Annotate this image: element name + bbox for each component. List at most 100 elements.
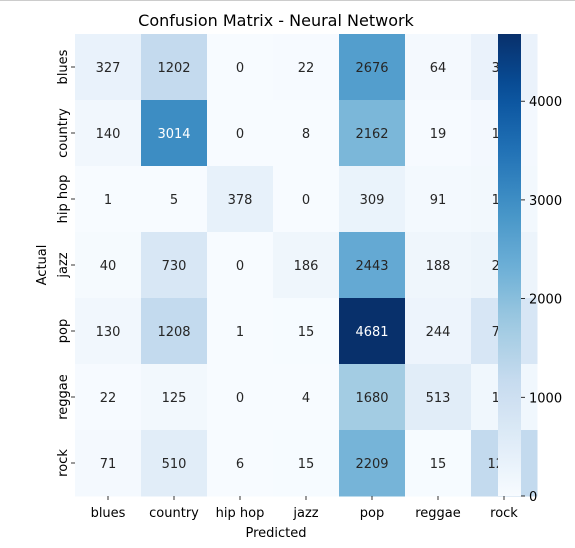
heatmap-cell <box>75 364 142 431</box>
heatmap-cell <box>141 232 208 299</box>
x-tick-label: pop <box>360 506 384 521</box>
y-tick-label: jazz <box>56 252 71 278</box>
cell-value-label: 730 <box>162 259 187 274</box>
cell-value-label: 4681 <box>355 325 388 340</box>
cell-value-label: 125 <box>162 391 187 406</box>
heatmap-cell <box>339 34 406 101</box>
cell-value-label: 1 <box>104 193 112 208</box>
colorbar-tick-label: 4000 <box>529 95 562 110</box>
x-axis-label: Predicted <box>245 526 306 541</box>
heatmap-cell <box>141 298 208 365</box>
heatmap-cell <box>339 100 406 167</box>
heatmap-cell <box>339 298 406 365</box>
y-tick-label: reggae <box>56 374 71 420</box>
cell-value-label: 188 <box>426 259 451 274</box>
heatmap-cell <box>405 430 472 497</box>
cell-value-label: 2162 <box>355 127 388 142</box>
heatmap-cell <box>75 298 142 365</box>
cell-value-label: 1208 <box>157 325 190 340</box>
cell-value-label: 327 <box>96 61 121 76</box>
y-tick-label: hip hop <box>56 175 71 224</box>
cell-value-label: 0 <box>302 193 310 208</box>
colorbar-ticks: 0 1000 2000 3000 4000 <box>521 95 562 505</box>
heatmap-cell <box>141 430 208 497</box>
y-tick-label: rock <box>56 449 71 477</box>
cell-value-label: 378 <box>228 193 253 208</box>
cell-value-label: 2443 <box>355 259 388 274</box>
heatmap-cell <box>141 100 208 167</box>
heatmap-cell <box>339 232 406 299</box>
heatmap-cell <box>75 166 142 233</box>
x-tick-label: rock <box>490 506 518 521</box>
cell-value-label: 1680 <box>355 391 388 406</box>
heatmap-cell <box>75 34 142 101</box>
x-axis-ticks: blues country hip hop jazz pop reggae rock <box>91 496 518 521</box>
cell-value-label: 0 <box>236 259 244 274</box>
cell-value-label: 0 <box>236 127 244 142</box>
cell-value-label: 19 <box>430 127 447 142</box>
cell-value-label: 5 <box>170 193 178 208</box>
x-tick-label: jazz <box>292 506 318 521</box>
y-axis-ticks: blues country hip hop jazz pop reggae rock <box>56 49 75 477</box>
cell-value-label: 309 <box>360 193 385 208</box>
y-axis-label: Actual <box>35 245 50 286</box>
x-tick-label: reggae <box>415 506 461 521</box>
heatmap-cells <box>75 34 538 497</box>
x-tick-label: hip hop <box>216 506 265 521</box>
cell-value-label: 0 <box>236 61 244 76</box>
cell-value-label: 15 <box>298 325 315 340</box>
heatmap-cell <box>339 430 406 497</box>
heatmap-cell <box>141 34 208 101</box>
cell-value-label: 140 <box>96 127 121 142</box>
heatmap-cell <box>207 430 274 497</box>
cell-value-label: 513 <box>426 391 451 406</box>
cell-value-label: 15 <box>298 457 315 472</box>
heatmap-cell <box>273 430 340 497</box>
heatmap-cell <box>405 34 472 101</box>
cell-value-label: 2209 <box>355 457 388 472</box>
heatmap-cell <box>75 100 142 167</box>
cell-value-label: 8 <box>302 127 310 142</box>
heatmap-cell <box>207 298 274 365</box>
heatmap-cell <box>273 34 340 101</box>
cell-value-label: 4 <box>302 391 310 406</box>
cell-value-label: 15 <box>430 457 447 472</box>
heatmap-cell <box>405 364 472 431</box>
cell-value-label: 6 <box>236 457 244 472</box>
heatmap-cell <box>75 232 142 299</box>
heatmap-cell <box>405 298 472 365</box>
cell-value-label: 0 <box>236 391 244 406</box>
heatmap-cell <box>207 100 274 167</box>
chart-title: Confusion Matrix - Neural Network <box>138 11 414 30</box>
cell-value-label: 3014 <box>157 127 190 142</box>
heatmap-cell <box>339 166 406 233</box>
heatmap-cell <box>273 166 340 233</box>
heatmap-cell <box>141 166 208 233</box>
cell-value-label: 2676 <box>355 61 388 76</box>
colorbar-tick-label: 0 <box>529 490 537 505</box>
cell-value-label: 64 <box>430 61 447 76</box>
heatmap-cell <box>207 232 274 299</box>
y-tick-label: country <box>56 108 71 158</box>
cell-value-label: 1 <box>236 325 244 340</box>
colorbar-tick-label: 3000 <box>529 194 562 209</box>
heatmap-cell <box>273 100 340 167</box>
y-tick-label: blues <box>56 49 71 84</box>
heatmap-cell <box>207 34 274 101</box>
colorbar <box>498 34 521 496</box>
cell-value-label: 22 <box>100 391 117 406</box>
heatmap-cell <box>405 100 472 167</box>
cell-value-label: 40 <box>100 259 117 274</box>
heatmap-cell <box>207 364 274 431</box>
cell-value-label: 130 <box>96 325 121 340</box>
heatmap-cell <box>75 430 142 497</box>
cell-value-label: 22 <box>298 61 315 76</box>
colorbar-tick-label: 2000 <box>529 293 562 308</box>
y-tick-label: pop <box>56 319 71 343</box>
x-tick-label: blues <box>91 506 126 521</box>
heatmap-cell <box>207 166 274 233</box>
heatmap-cell <box>141 364 208 431</box>
colorbar-tick-label: 1000 <box>529 391 562 406</box>
heatmap-cell <box>339 364 406 431</box>
